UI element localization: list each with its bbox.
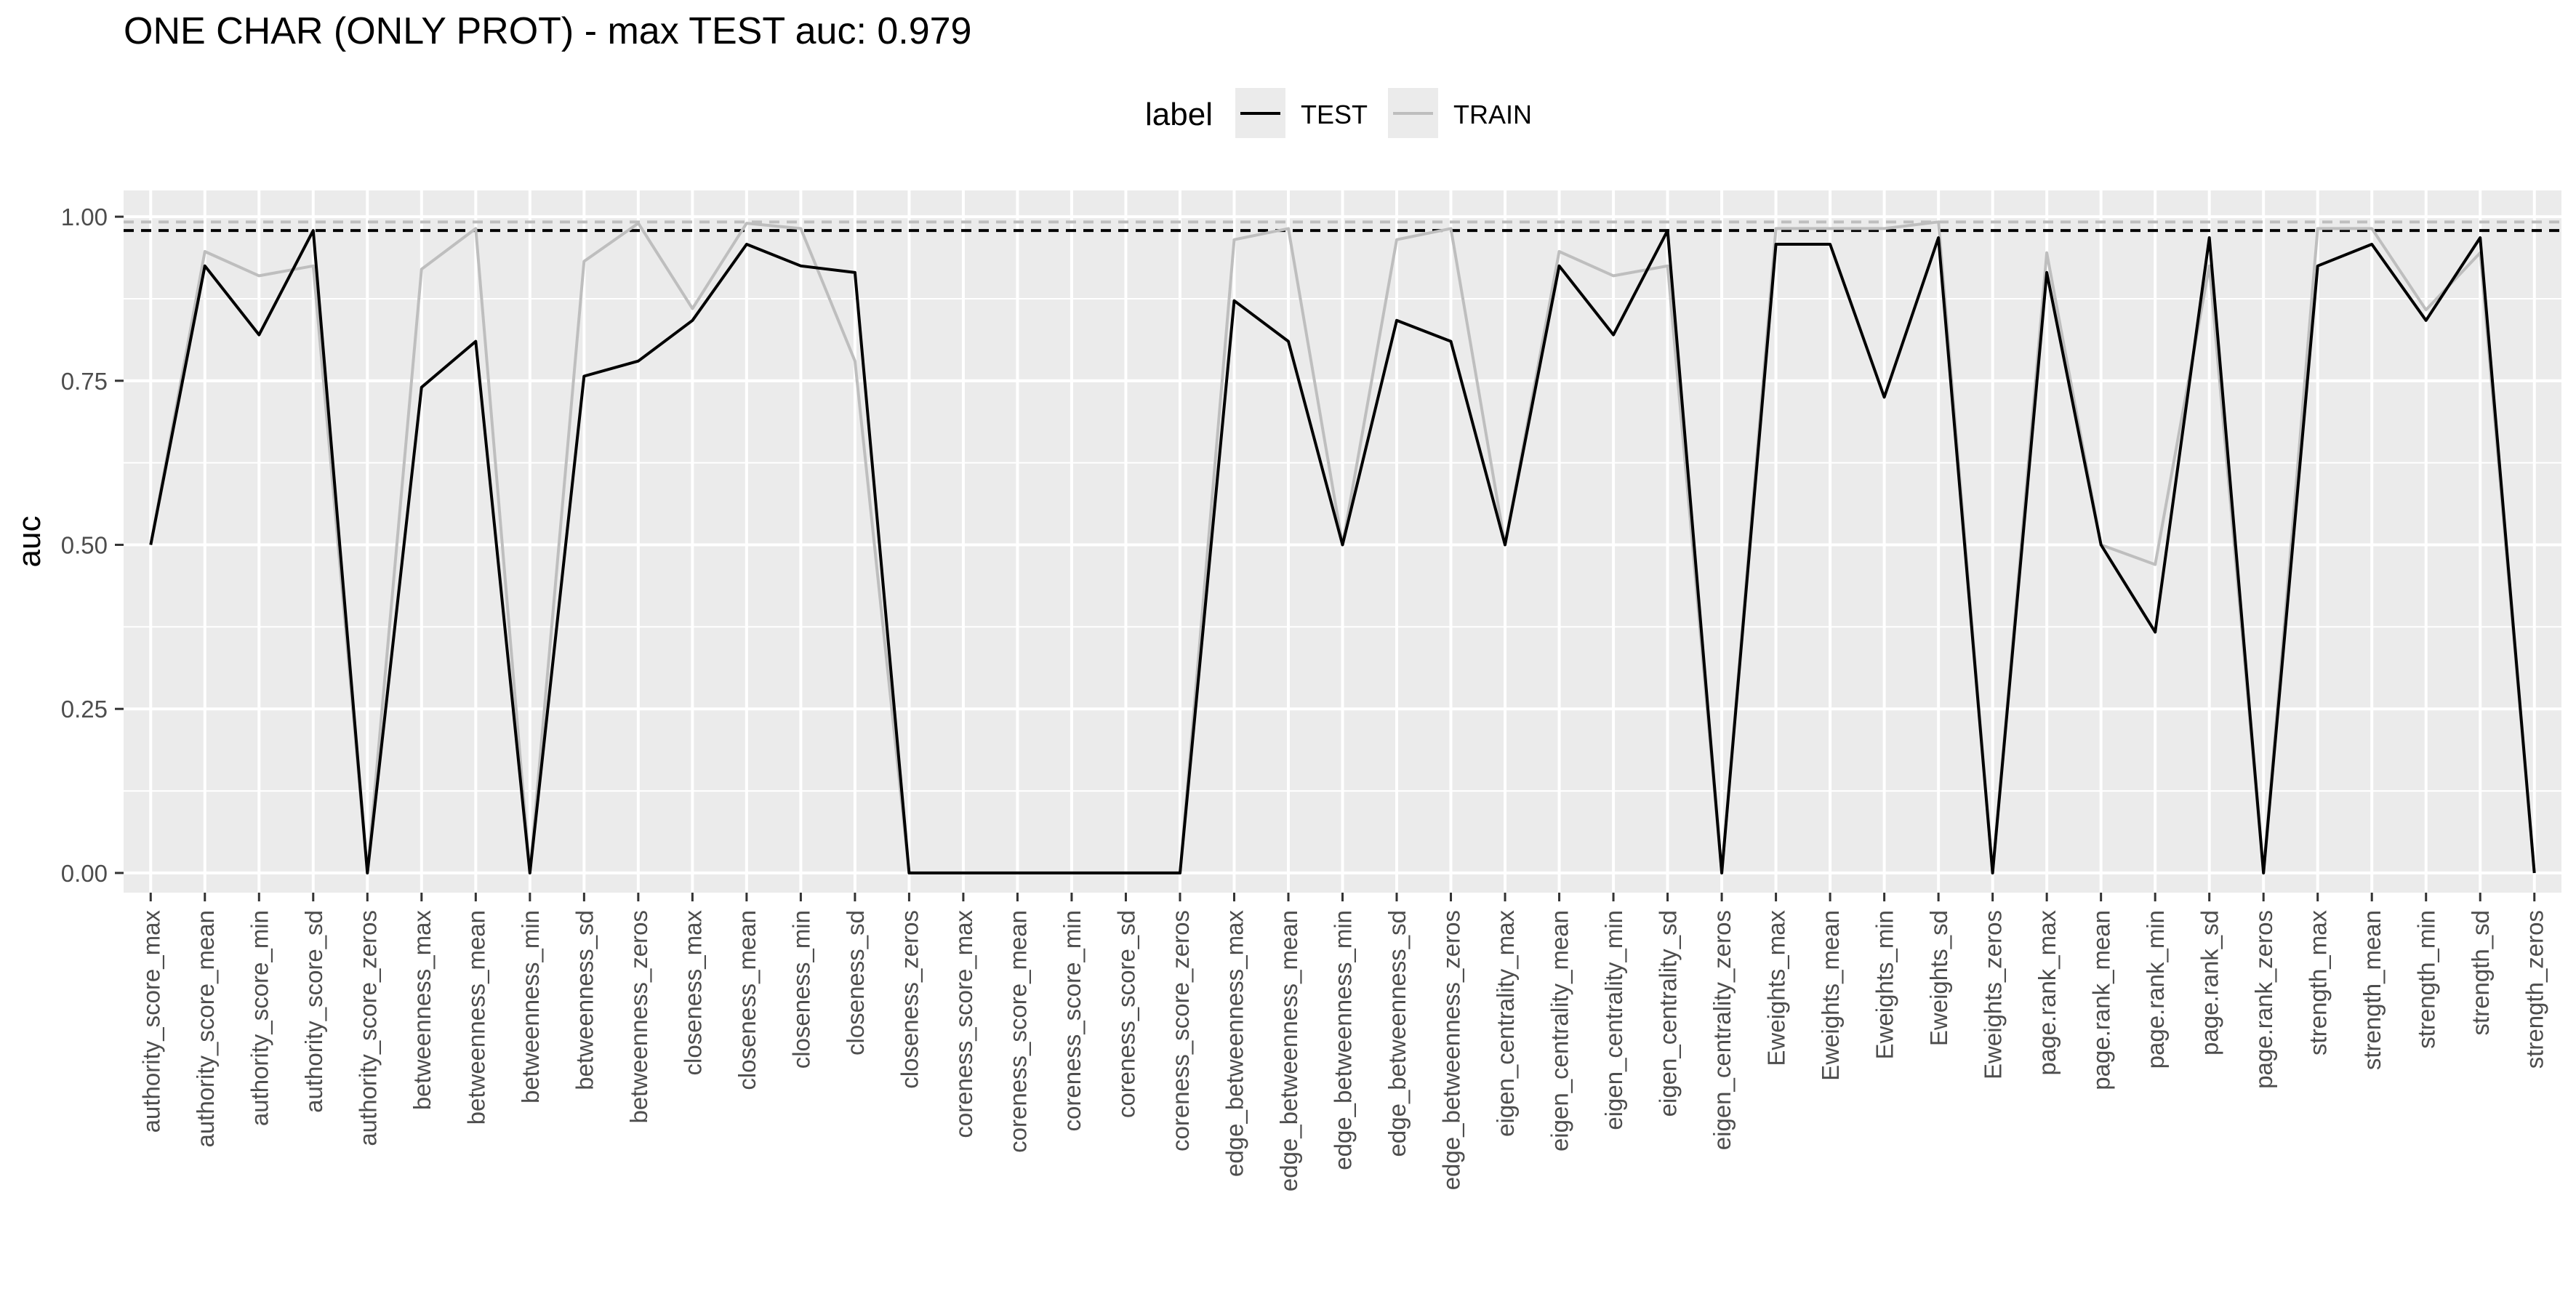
- x-tick-label: closeness_mean: [734, 910, 761, 1090]
- y-tick-label: 0.25: [61, 696, 108, 723]
- x-tick-label: edge_betweenness_mean: [1275, 910, 1302, 1191]
- x-tick-label: page.rank_zeros: [2250, 910, 2277, 1089]
- x-tick-label: coreness_score_mean: [1004, 910, 1031, 1153]
- y-tick-label: 0.75: [61, 368, 108, 395]
- x-tick-label: closeness_max: [679, 910, 706, 1076]
- grid-lines: [124, 190, 2561, 893]
- x-tick-label: strength_sd: [2467, 910, 2494, 1035]
- x-tick-label: eigen_centrality_sd: [1655, 910, 1682, 1117]
- x-tick-label: page.rank_max: [2034, 910, 2061, 1076]
- x-tick-label: eigen_centrality_min: [1600, 910, 1627, 1130]
- x-tick-label: closeness_sd: [842, 910, 869, 1055]
- x-tick-label: authority_score_max: [137, 910, 164, 1133]
- x-tick-label: authority_score_zeros: [354, 910, 381, 1146]
- y-tick-label: 0.50: [61, 532, 108, 559]
- legend: label TEST TRAIN: [1145, 88, 1532, 138]
- chart-title: ONE CHAR (ONLY PROT) - max TEST auc: 0.9…: [124, 10, 971, 52]
- x-tick-label: eigen_centrality_max: [1492, 910, 1519, 1137]
- x-tick-label: strength_zeros: [2521, 910, 2548, 1069]
- y-tick-label: 0.00: [61, 860, 108, 887]
- x-tick-label: eigen_centrality_zeros: [1709, 910, 1736, 1150]
- x-tick-label: betweenness_min: [517, 910, 544, 1103]
- x-tick-label: coreness_score_max: [950, 910, 977, 1138]
- x-tick-label: edge_betweenness_zeros: [1438, 910, 1465, 1190]
- x-tick-label: Eweights_zeros: [1980, 910, 2007, 1079]
- x-tick-label: page.rank_min: [2142, 910, 2169, 1069]
- x-tick-label: closeness_zeros: [896, 910, 923, 1089]
- x-tick-label: closeness_min: [787, 910, 814, 1069]
- x-tick-label: strength_max: [2305, 910, 2332, 1055]
- series-line-test: [149, 229, 2536, 874]
- x-tick-label: page.rank_sd: [2196, 910, 2223, 1055]
- legend-label-train: TRAIN: [1453, 100, 1532, 129]
- legend-title: label: [1145, 97, 1213, 132]
- x-tick-label: Eweights_min: [1871, 910, 1898, 1059]
- x-tick-label: edge_betweenness_min: [1330, 910, 1357, 1170]
- x-tick-label: strength_min: [2413, 910, 2440, 1049]
- legend-label-test: TEST: [1301, 100, 1368, 129]
- x-tick-label: eigen_centrality_mean: [1546, 910, 1573, 1151]
- y-axis: 0.00 0.25 0.50 0.75 1.00: [61, 204, 124, 887]
- x-tick-label: Eweights_mean: [1817, 910, 1844, 1081]
- series-lines: [149, 220, 2536, 874]
- x-tick-label: coreness_score_sd: [1112, 910, 1139, 1118]
- x-tick-label: betweenness_zeros: [625, 910, 652, 1124]
- x-tick-label: strength_mean: [2359, 910, 2386, 1070]
- x-tick-label: edge_betweenness_max: [1221, 910, 1248, 1177]
- x-tick-label: authority_score_min: [246, 910, 273, 1126]
- x-tick-label: authority_score_sd: [300, 910, 327, 1113]
- x-tick-label: authority_score_mean: [192, 910, 219, 1148]
- x-tick-label: betweenness_mean: [462, 910, 489, 1125]
- x-tick-label: page.rank_mean: [2088, 910, 2115, 1090]
- reference-lines: [124, 220, 2561, 233]
- x-tick-label: coreness_score_min: [1059, 910, 1086, 1131]
- y-tick-label: 1.00: [61, 204, 108, 230]
- x-tick-label: Eweights_max: [1763, 910, 1790, 1066]
- x-tick-label: coreness_score_zeros: [1167, 910, 1194, 1151]
- x-tick-label: betweenness_max: [409, 910, 436, 1111]
- x-tick-label: edge_betweenness_sd: [1384, 910, 1411, 1157]
- y-axis-title: auc: [12, 516, 47, 568]
- x-tick-label: Eweights_sd: [1925, 910, 1952, 1046]
- x-axis: authority_score_max authority_score_mean a…: [137, 893, 2548, 1191]
- x-tick-label: betweenness_sd: [571, 910, 598, 1090]
